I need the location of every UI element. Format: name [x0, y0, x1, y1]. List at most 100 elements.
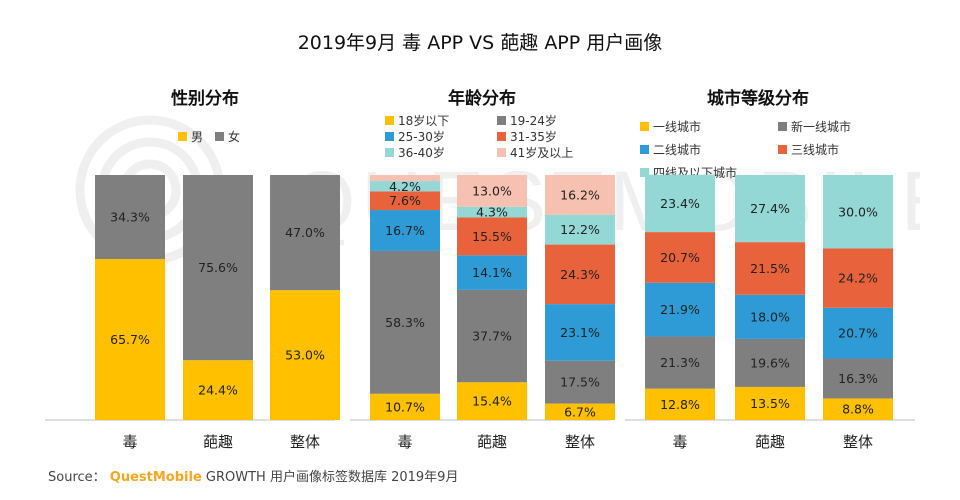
bar-segment — [545, 360, 615, 404]
bar-segment — [823, 248, 893, 308]
bar-segment — [183, 360, 253, 420]
category-label: 整体 — [565, 433, 595, 451]
bar-segment — [95, 175, 165, 260]
bar-segment — [370, 393, 440, 420]
bar-segment — [95, 259, 165, 420]
data-label: 75.6% — [198, 260, 238, 275]
data-label: 12.2% — [560, 222, 600, 237]
bar-segment — [645, 336, 715, 389]
bar-segment — [823, 307, 893, 359]
data-label: 24.3% — [560, 267, 600, 282]
bar-segment — [183, 175, 253, 361]
bar-segment — [735, 386, 805, 420]
data-label: 24.4% — [198, 383, 238, 398]
source-brand: QuestMobile — [109, 470, 202, 485]
data-label: 16.3% — [838, 371, 878, 386]
data-label: 34.3% — [110, 210, 150, 225]
data-label: 8.8% — [842, 402, 874, 417]
legend-label: 二线城市 — [653, 142, 701, 157]
data-label: 58.3% — [385, 315, 425, 330]
data-label: 53.0% — [285, 348, 325, 363]
bar-segment — [457, 217, 527, 256]
bar-segment — [457, 206, 527, 218]
panel-title: 年龄分布 — [448, 88, 516, 109]
legend-label: 25-30岁 — [398, 129, 445, 144]
data-label: 17.5% — [560, 375, 600, 390]
category-label: 整体 — [290, 433, 320, 451]
category-label: 毒 — [672, 433, 687, 451]
legend-swatch — [778, 122, 787, 131]
legend-swatch — [778, 145, 787, 154]
panel-title: 城市等级分布 — [707, 88, 809, 109]
category-label: 葩趣 — [755, 433, 785, 451]
page-title: 2019年9月 毒 APP VS 葩趣 APP 用户画像 — [297, 32, 663, 54]
legend-label: 新一线城市 — [791, 119, 851, 134]
category-label: 整体 — [843, 433, 873, 451]
data-label: 47.0% — [285, 225, 325, 240]
legend-label: 36-40岁 — [398, 145, 445, 160]
legend-swatch — [640, 168, 649, 177]
bar-segment — [270, 290, 340, 420]
bar-segment — [735, 338, 805, 387]
bar-segment — [457, 175, 527, 207]
legend-label: 一线城市 — [653, 119, 701, 134]
panel-title: 性别分布 — [171, 88, 239, 109]
bar-segment — [370, 210, 440, 251]
bar-segment — [545, 214, 615, 245]
bar-segment — [645, 232, 715, 283]
legend-swatch — [178, 132, 187, 141]
data-label: 19.6% — [750, 355, 790, 370]
bar-segment — [823, 358, 893, 399]
bar-segment — [545, 403, 615, 420]
data-label: 23.1% — [560, 325, 600, 340]
category-label: 葩趣 — [477, 433, 507, 451]
data-label: 7.6% — [389, 193, 421, 208]
bar-segment — [545, 175, 615, 215]
bar-segment — [545, 244, 615, 305]
data-label: 65.7% — [110, 332, 150, 347]
data-label: 13.0% — [472, 183, 512, 198]
bar-segment — [645, 388, 715, 420]
legend-swatch — [385, 148, 394, 157]
bar-segment — [370, 175, 440, 182]
data-label: 4.2% — [389, 179, 421, 194]
bar-segment — [823, 398, 893, 420]
source-note: Source： QuestMobile GROWTH 用户画像标签数据库 201… — [48, 466, 458, 485]
bar-segment — [370, 191, 440, 211]
data-label: 21.5% — [750, 261, 790, 276]
bar-segment — [457, 382, 527, 420]
bar-segment — [457, 289, 527, 383]
legend-swatch — [215, 132, 224, 141]
legend-swatch — [640, 122, 649, 131]
data-label: 16.2% — [560, 187, 600, 202]
category-label: 葩趣 — [203, 433, 233, 451]
data-label: 20.7% — [838, 326, 878, 341]
data-label: 18.0% — [750, 309, 790, 324]
data-label: 16.7% — [385, 223, 425, 238]
category-label: 毒 — [122, 433, 137, 451]
bar-segment — [645, 174, 715, 233]
legend-swatch — [385, 116, 394, 125]
data-label: 23.4% — [660, 196, 700, 211]
data-label: 24.2% — [838, 271, 878, 286]
source-text: GROWTH 用户画像标签数据库 2019年9月 — [205, 470, 459, 485]
data-label: 20.7% — [660, 250, 700, 265]
data-label: 27.4% — [750, 201, 790, 216]
bar-segment — [823, 175, 893, 249]
legend-label: 男 — [191, 130, 203, 144]
data-label: 14.1% — [472, 265, 512, 280]
legend-label: 41岁及以上 — [510, 145, 573, 160]
legend-label: 31-35岁 — [510, 129, 557, 144]
legend-swatch — [497, 116, 506, 125]
data-label: 10.7% — [385, 399, 425, 414]
bar-segment — [370, 181, 440, 192]
data-label: 21.9% — [660, 302, 700, 317]
category-label: 毒 — [397, 433, 412, 451]
bar-segment — [735, 175, 805, 243]
legend-label: 女 — [228, 129, 240, 144]
bar-segment — [735, 242, 805, 295]
legend-swatch — [497, 148, 506, 157]
legend-label: 19-24岁 — [510, 113, 557, 128]
bar-segment — [370, 250, 440, 394]
